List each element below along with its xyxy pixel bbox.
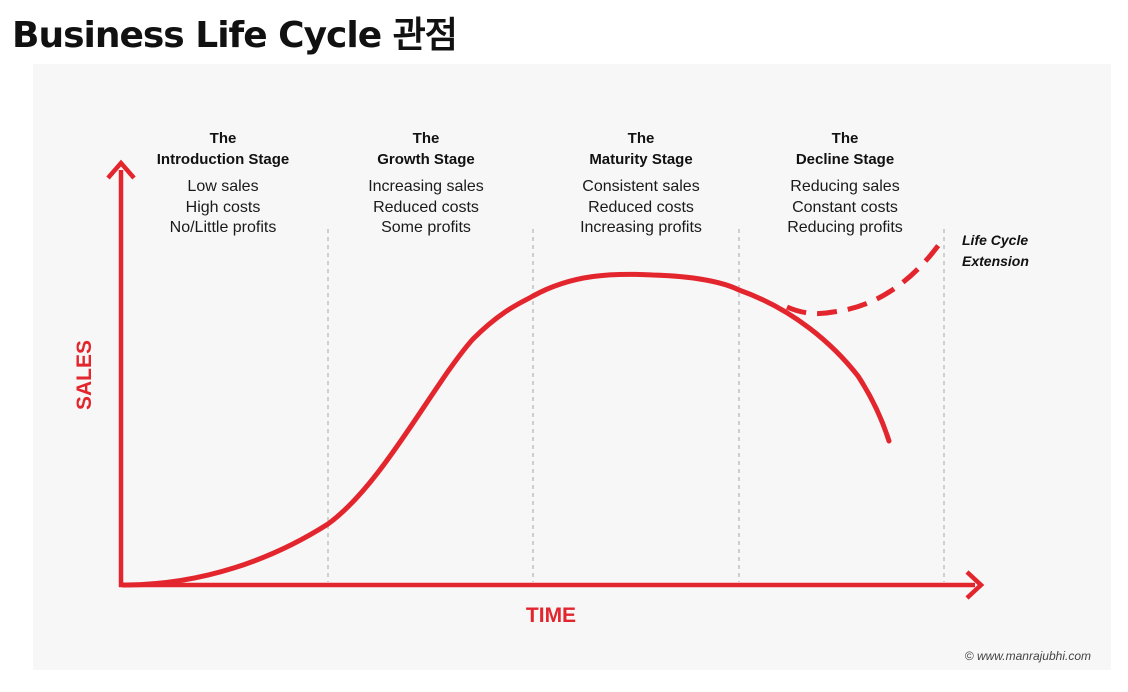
stage-maturity: The Maturity Stage Consistent sales Redu… — [580, 130, 702, 236]
x-axis-arrowhead — [965, 570, 985, 600]
y-axis-label: SALES — [73, 340, 96, 410]
stage-growth: The Growth Stage Increasing sales Reduce… — [368, 130, 484, 236]
stage-heading: Growth Stage — [377, 151, 475, 168]
life-cycle-extension-curve — [785, 237, 946, 317]
stage-heading: The — [832, 130, 859, 147]
stage-heading: Decline Stage — [796, 151, 894, 168]
stage-line: Some profits — [381, 219, 471, 236]
stage-heading: The — [210, 130, 237, 147]
stage-line: Constant costs — [792, 199, 898, 216]
y-axis-arrowhead — [106, 159, 136, 180]
x-axis-label: TIME — [526, 604, 576, 627]
credit-text: © www.manrajubhi.com — [965, 649, 1091, 663]
extension-label: Life Cycle — [962, 232, 1028, 248]
page-title: Business Life Cycle 관점 — [12, 15, 458, 56]
stage-line: Low sales — [187, 178, 258, 195]
life-cycle-diagram: The Introduction Stage Low sales High co… — [33, 64, 1111, 670]
stage-line: Increasing sales — [368, 178, 484, 195]
stage-line: Reducing sales — [790, 178, 899, 195]
stage-line: No/Little profits — [170, 219, 277, 236]
extension-label: Extension — [962, 253, 1029, 269]
stage-line: Reduced costs — [373, 199, 479, 216]
stage-line: Reduced costs — [588, 199, 694, 216]
stage-heading: Introduction Stage — [157, 151, 290, 168]
stage-line: Reducing profits — [787, 219, 903, 236]
stage-line: Consistent sales — [582, 178, 699, 195]
stage-decline: The Decline Stage Reducing sales Constan… — [787, 130, 903, 236]
stage-line: Increasing profits — [580, 219, 702, 236]
stage-introduction: The Introduction Stage Low sales High co… — [157, 130, 290, 236]
life-cycle-curve — [120, 271, 892, 588]
stage-heading: The — [413, 130, 440, 147]
stage-heading: The — [628, 130, 655, 147]
stage-line: High costs — [186, 199, 261, 216]
stage-heading: Maturity Stage — [589, 151, 692, 168]
